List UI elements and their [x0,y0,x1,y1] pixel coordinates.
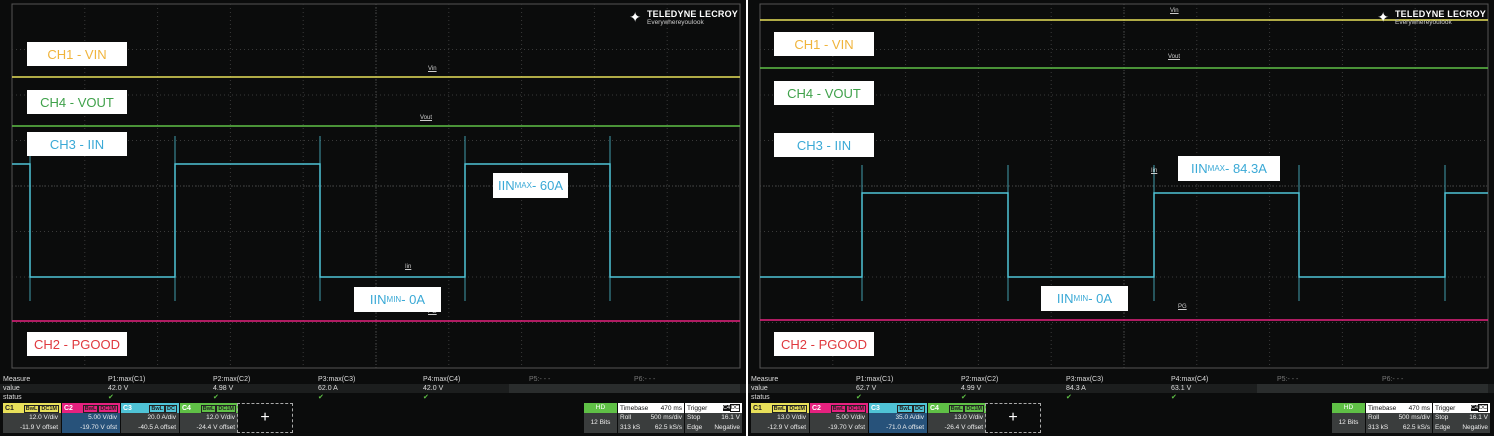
measure-value: 63.1 V [1171,385,1192,392]
status-check-icon: ✔ [108,394,114,401]
measure-value: 62.0 A [318,385,338,392]
measure-header-row: Measure P1:max(C1) P2:max(C2) P3:max(C3) P4:… [3,376,656,383]
status-check-icon: ✔ [1066,394,1072,401]
measure-value: 42.0 V [108,385,129,392]
label-imax: IIN MAX - 84.3A [1178,156,1280,181]
measure-header-row: Measure P1:max(C1) P2:max(C2) P3:max(C3) P4:… [751,376,1404,383]
measure-value: 62.7 V [856,385,877,392]
add-channel-button[interactable]: + [237,403,293,433]
channel-descriptor-c3[interactable]: C3 BwL DC 35.0 A/div -71.0 A offset [869,403,927,433]
status-check-icon: ✔ [423,394,429,401]
label-ch1: CH1 - VIN [27,42,127,66]
measure-param[interactable]: P1:max(C1) [856,376,894,383]
measure-param[interactable]: P5:- - - [1277,376,1299,383]
trace-tag-pg: PG [428,309,437,315]
timebase-descriptor[interactable]: Timebase 470 ms Roll 500 ms/div 313 kS 62.5 k… [1366,403,1432,433]
timebase-descriptor[interactable]: Timebase 470 ms Roll 500 ms/div 313 kS 62.5 k… [618,403,684,433]
waveform-grid [11,3,741,369]
trace-tag-pg: PG [1178,304,1187,310]
measure-param[interactable]: P5:- - - [529,376,551,383]
measure-param[interactable]: P1:max(C1) [108,376,146,383]
trace-tag-vin: Vin [1170,8,1179,14]
logo-brand: TELEDYNE LECROY [1394,9,1486,19]
measure-param[interactable]: P3:max(C3) [1066,376,1104,383]
trace-tag-vout: Vout [1168,54,1181,60]
measure-status-row: status ✔ ✔ ✔ ✔ [3,394,429,401]
label-ch3: CH3 - IIN [27,132,127,156]
channel-descriptor-c3[interactable]: C3 BwL DC 20.0 A/div -40.5 A offset [121,403,179,433]
status-check-icon: ✔ [856,394,862,401]
measure-param[interactable]: P4:max(C4) [423,376,461,383]
status-check-icon: ✔ [213,394,219,401]
logo-icon: ✦ [1377,9,1389,25]
label-ch4: CH4 - VOUT [27,90,127,114]
label-ch1: CH1 - VIN [774,32,874,56]
hd-indicator: HD 12 Bits [584,403,617,433]
measure-status-row: status ✔ ✔ ✔ ✔ [751,394,1177,401]
label-ch2: CH2 - PGOOD [27,332,127,356]
channel-descriptor-c4[interactable]: C4 BwL DC1M 12.0 V/div -24.4 V offset [180,403,238,433]
label-imin: IIN MIN - 0A [1041,286,1128,311]
measure-param[interactable]: P3:max(C3) [318,376,356,383]
measure-value-row: value 42.0 V 4.98 V 62.0 A 42.0 V [0,384,746,393]
logo-icon: ✦ [629,9,641,25]
logo-tagline: Everywhereyoulook [646,19,704,26]
channel-descriptor-c1[interactable]: C1 BwL DC1M 13.0 V/div -12.9 V offset [751,403,809,433]
trace-tag-vout: Vout [420,115,433,121]
channel-descriptor-c4[interactable]: C4 BwL DC1M 13.0 V/div -26.4 V offset [928,403,986,433]
teledyne-lecroy-logo: ✦ TELEDYNE LECROY Everywhereyoulook [629,9,738,26]
trigger-descriptor[interactable]: Trigger C4DC Stop 16.1 V Edge Negative [1433,403,1490,433]
trace-tag-iin: Iin [405,264,412,270]
measure-table: Measure P1:max(C1) P2:max(C2) P3:max(C3) P4:… [748,375,1494,402]
label-ch4: CH4 - VOUT [774,81,874,105]
logo-tagline: Everywhereyoulook [1394,19,1452,26]
label-ch3: CH3 - IIN [774,133,874,157]
teledyne-lecroy-logo: ✦ TELEDYNE LECROY Everywhereyoulook [1377,9,1486,26]
measure-param[interactable]: P2:max(C2) [213,376,251,383]
label-imin: IIN MIN - 0A [354,287,441,312]
status-check-icon: ✔ [961,394,967,401]
measure-param[interactable]: P4:max(C4) [1171,376,1209,383]
hd-indicator: HD 12 Bits [1332,403,1365,433]
measure-value: 4.99 V [961,385,982,392]
channel-descriptor-c1[interactable]: C1 BwL DC1M 12.0 V/div -11.9 V offset [3,403,61,433]
channel-descriptor-c2[interactable]: C2 BwL DC1M 5.00 V/div -19.70 V ofst [62,403,120,433]
status-check-icon: ✔ [318,394,324,401]
trace-tag-iin: Iin [1151,168,1158,174]
scope-panel-2: ✦ TELEDYNE LECROY Everywhereyoulook Vin Vout… [748,0,1494,436]
measure-table: Measure P1:max(C1) P2:max(C2) P3:max(C3) P4:… [0,375,746,402]
channel-descriptor-c2[interactable]: C2 BwL DC1M 5.00 V/div -19.70 V ofst [810,403,868,433]
measure-value: 84.3 A [1066,385,1086,392]
measure-value-row: value 62.7 V 4.99 V 84.3 A 63.1 V [748,384,1494,393]
trace-tag-vin: Vin [428,66,437,72]
scope-panel-1: ✦ TELEDYNE LECROY Everywhereyoulook Vin Vout… [0,0,746,436]
measure-param[interactable]: P6:- - - [634,376,656,383]
measure-param[interactable]: P6:- - - [1382,376,1404,383]
label-ch2: CH2 - PGOOD [774,332,874,356]
measure-value: 42.0 V [423,385,444,392]
add-channel-button[interactable]: + [985,403,1041,433]
trigger-descriptor[interactable]: Trigger C4DC Stop 16.1 V Edge Negative [685,403,742,433]
status-check-icon: ✔ [1171,394,1177,401]
measure-value: 4.98 V [213,385,234,392]
label-imax: IIN MAX - 60A [493,173,568,198]
logo-brand: TELEDYNE LECROY [646,9,738,19]
measure-param[interactable]: P2:max(C2) [961,376,999,383]
